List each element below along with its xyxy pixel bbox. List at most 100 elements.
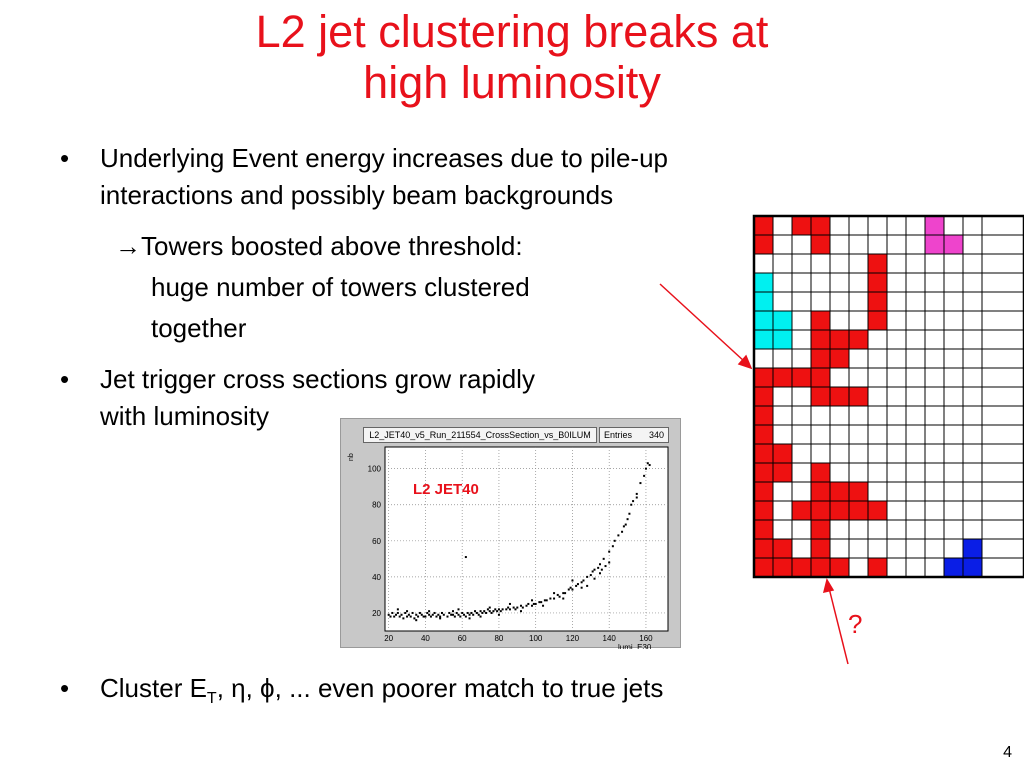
stats-value: 340 — [648, 430, 664, 440]
bullet-1-line-1: Underlying Event energy increases due to… — [100, 143, 669, 173]
tower-cell-red — [754, 520, 773, 539]
data-point — [418, 611, 421, 614]
data-point — [505, 608, 508, 611]
data-point — [599, 572, 602, 575]
data-point — [525, 604, 528, 607]
bullet-2-line-2: with luminosity — [100, 401, 270, 431]
x-tick-label: 140 — [603, 634, 617, 643]
data-point — [413, 617, 416, 620]
x-tick-label: 20 — [384, 634, 393, 643]
cross-section-plot: L2_JET40_v5_Run_211554_CrossSection_vs_B… — [340, 418, 681, 649]
tower-cell-red — [811, 387, 830, 406]
data-point — [497, 613, 500, 616]
tower-cell-red — [830, 387, 849, 406]
data-point — [540, 601, 543, 604]
tower-cell-red — [830, 482, 849, 501]
sub-bullet-towers: →Towers boosted above threshold: huge nu… — [115, 226, 530, 349]
tower-cell-red — [811, 482, 830, 501]
tower-cell-red — [811, 501, 830, 520]
data-point — [428, 613, 431, 616]
data-point — [387, 613, 390, 616]
sub-line-2: huge number of towers clustered — [151, 272, 530, 302]
y-tick-label: 80 — [372, 501, 381, 510]
bullet-dot: • — [60, 673, 70, 703]
bullet-3-suffix: , η, ϕ, ... even poorer match to true je… — [216, 673, 664, 703]
arrow-to-grid-bottom — [828, 587, 849, 665]
tower-cell-red — [773, 444, 792, 463]
data-point — [400, 613, 403, 616]
data-point — [648, 464, 651, 467]
tower-cell-magenta — [925, 216, 944, 235]
data-point — [593, 568, 596, 571]
scatter-chart: 20 40 60 80 100 20 40 60 80 100 120 140 160 L2 JET40 l… — [348, 446, 669, 649]
data-point — [439, 617, 442, 620]
data-point — [428, 610, 431, 613]
tower-cell-cyan — [754, 330, 773, 349]
data-point — [497, 608, 500, 611]
data-point — [617, 534, 620, 537]
data-point — [440, 611, 443, 614]
tower-cell-red — [830, 330, 849, 349]
bullet-2-line-1: Jet trigger cross sections grow rapidly — [100, 364, 535, 394]
bullet-1-line-2: interactions and possibly beam backgroun… — [100, 180, 614, 210]
tower-cell-red — [811, 558, 830, 577]
tower-cell-cyan — [754, 273, 773, 292]
bullet-jet-trigger: • Jet trigger cross sections grow rapidl… — [60, 361, 535, 435]
tower-cell-red — [811, 311, 830, 330]
sub-line-1: →Towers boosted above threshold: — [115, 231, 523, 261]
data-point — [488, 610, 491, 613]
data-point — [483, 610, 486, 613]
data-point — [519, 604, 522, 607]
data-point — [531, 599, 534, 602]
tower-cell-magenta — [944, 235, 963, 254]
data-point — [442, 613, 445, 616]
data-point — [429, 615, 432, 618]
tower-cell-red — [773, 539, 792, 558]
tower-cell-cyan — [773, 330, 792, 349]
data-point — [439, 615, 442, 618]
arrow-to-grid — [659, 283, 746, 363]
data-point — [628, 512, 631, 515]
data-point — [575, 584, 578, 587]
tower-cell-cyan — [754, 311, 773, 330]
data-point — [600, 568, 603, 571]
tower-cell-magenta — [925, 235, 944, 254]
x-tick-label: 100 — [529, 634, 543, 643]
data-point — [407, 613, 410, 616]
data-point — [635, 496, 638, 499]
data-point — [393, 615, 396, 618]
data-point — [415, 619, 418, 622]
data-point — [512, 606, 515, 609]
tower-cell-red — [811, 520, 830, 539]
data-point — [426, 611, 429, 614]
data-point — [431, 613, 434, 616]
data-point — [486, 608, 489, 611]
data-point — [479, 610, 482, 613]
data-point — [404, 611, 407, 614]
data-point — [542, 604, 545, 607]
data-point — [481, 611, 484, 614]
data-point — [532, 602, 535, 605]
data-point — [562, 592, 565, 595]
data-point — [519, 610, 522, 613]
data-point — [435, 615, 438, 618]
x-axis-label: lumi_E30 — [618, 643, 652, 649]
data-point — [433, 611, 436, 614]
data-point — [396, 611, 399, 614]
data-point — [508, 602, 511, 605]
plot-title: L2_JET40_v5_Run_211554_CrossSection_vs_B… — [363, 427, 597, 443]
data-point — [604, 565, 607, 568]
stats-label: Entries — [604, 430, 633, 440]
tower-cell-red — [830, 349, 849, 368]
data-point — [451, 613, 454, 616]
data-point — [472, 613, 475, 616]
tower-cell-blue — [963, 558, 982, 577]
data-point — [464, 556, 467, 559]
tower-cell-red — [868, 254, 887, 273]
bullet-3-subscript: T — [206, 690, 217, 708]
tower-cell-red — [754, 558, 773, 577]
data-point — [468, 613, 471, 616]
tower-cell-red — [849, 501, 868, 520]
slide-number: 4 — [1003, 744, 1012, 761]
